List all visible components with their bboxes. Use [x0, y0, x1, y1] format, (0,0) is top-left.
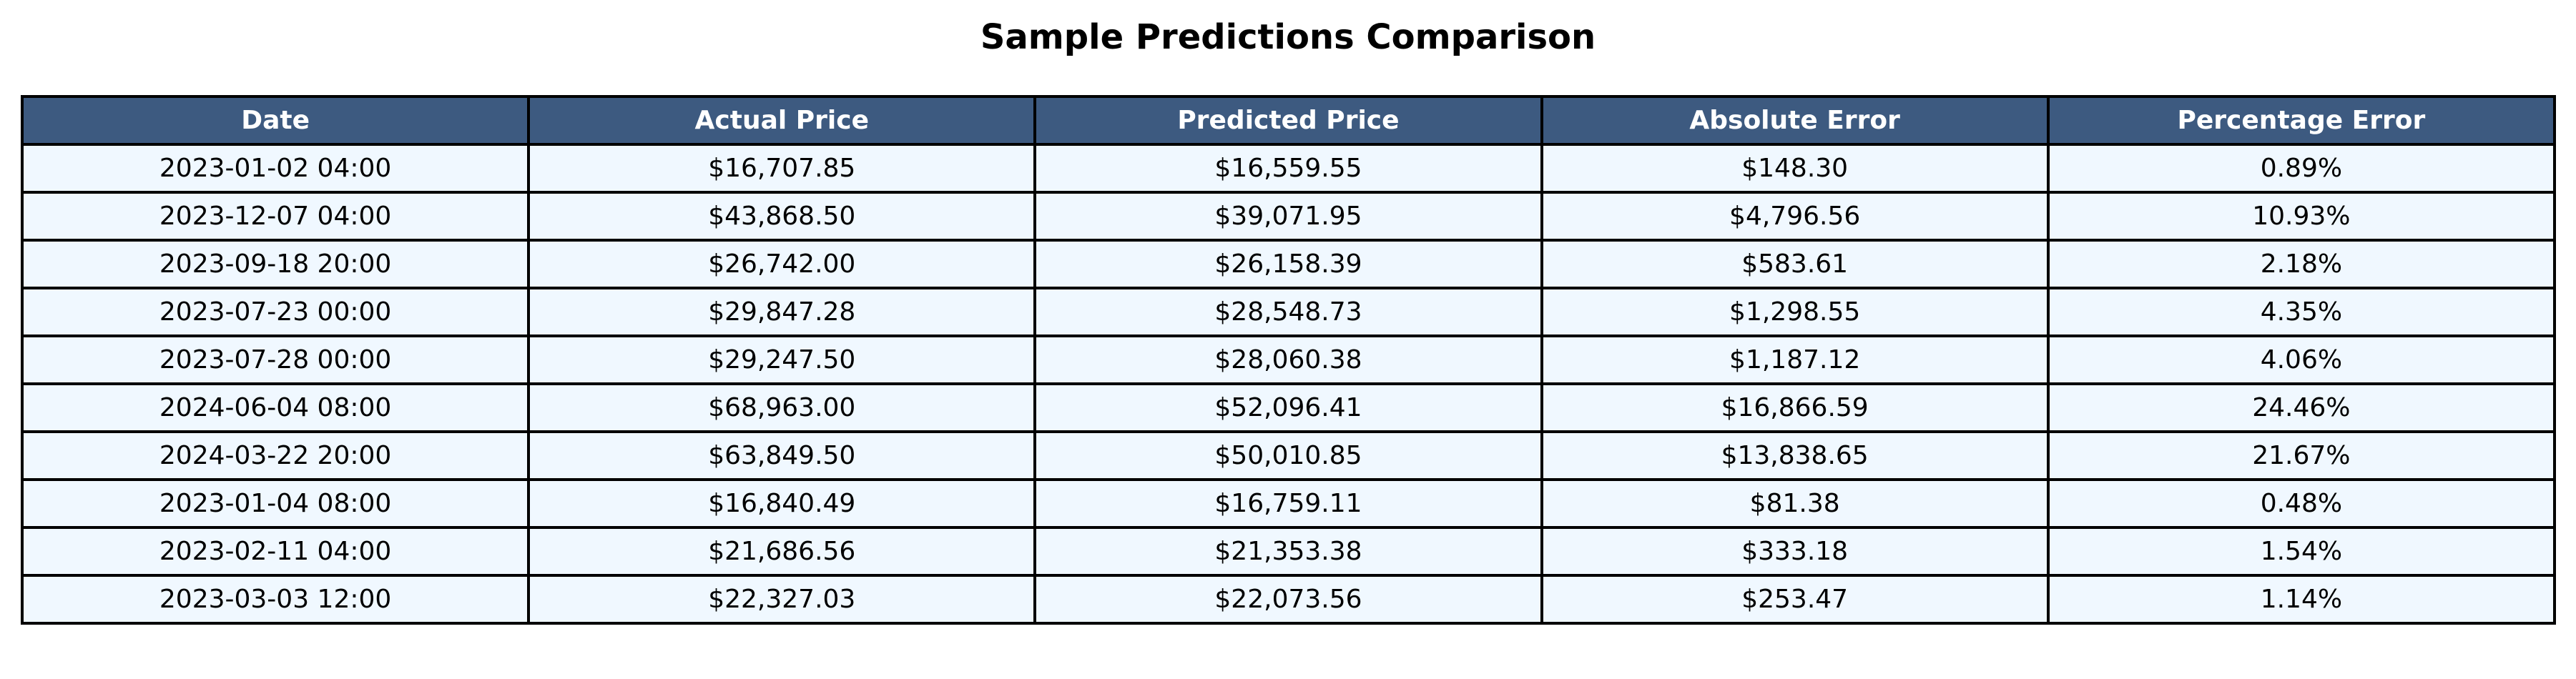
absolute-error-cell: $583.61 [1540, 239, 2050, 289]
table-body: 2023-01-02 04:00 $16,707.85 $16,559.55 $148… [20, 143, 2557, 625]
date-cell: 2024-06-04 08:00 [20, 382, 531, 433]
actual-price-cell: $29,247.50 [527, 334, 1037, 385]
predicted-price-cell: $16,559.55 [1033, 143, 1543, 194]
percentage-error-cell: 4.06% [2046, 334, 2557, 385]
date-cell: 2023-01-02 04:00 [20, 143, 531, 194]
absolute-error-cell: $4,796.56 [1540, 191, 2050, 242]
column-header-actual-price: Actual Price [527, 95, 1037, 146]
chart-title: Sample Predictions Comparison [980, 17, 1596, 57]
absolute-error-cell: $148.30 [1540, 143, 2050, 194]
predicted-price-cell: $16,759.11 [1033, 478, 1543, 529]
percentage-error-cell: 21.67% [2046, 430, 2557, 481]
actual-price-cell: $26,742.00 [527, 239, 1037, 289]
column-header-predicted-price: Predicted Price [1033, 95, 1543, 146]
column-header-date: Date [20, 95, 531, 146]
date-cell: 2024-03-22 20:00 [20, 430, 531, 481]
table-row: 2023-01-04 08:00 $16,840.49 $16,759.11 $81.… [20, 478, 2557, 529]
date-cell: 2023-09-18 20:00 [20, 239, 531, 289]
date-cell: 2023-01-04 08:00 [20, 478, 531, 529]
absolute-error-cell: $253.47 [1540, 574, 2050, 625]
percentage-error-cell: 0.48% [2046, 478, 2557, 529]
table-row: 2024-06-04 08:00 $68,963.00 $52,096.41 $16,… [20, 382, 2557, 433]
predicted-price-cell: $26,158.39 [1033, 239, 1543, 289]
date-cell: 2023-07-28 00:00 [20, 334, 531, 385]
predicted-price-cell: $39,071.95 [1033, 191, 1543, 242]
table-row: 2023-03-03 12:00 $22,327.03 $22,073.56 $253… [20, 574, 2557, 625]
predictions-table: Date Actual Price Predicted Price Absolu… [20, 95, 2557, 625]
percentage-error-cell: 4.35% [2046, 287, 2557, 337]
table-header-row: Date Actual Price Predicted Price Absolu… [20, 95, 2557, 146]
predicted-price-cell: $50,010.85 [1033, 430, 1543, 481]
predicted-price-cell: $52,096.41 [1033, 382, 1543, 433]
actual-price-cell: $22,327.03 [527, 574, 1037, 625]
actual-price-cell: $63,849.50 [527, 430, 1037, 481]
date-cell: 2023-03-03 12:00 [20, 574, 531, 625]
table-row: 2024-03-22 20:00 $63,849.50 $50,010.85 $13,… [20, 430, 2557, 481]
actual-price-cell: $43,868.50 [527, 191, 1037, 242]
absolute-error-cell: $16,866.59 [1540, 382, 2050, 433]
table-row: 2023-07-23 00:00 $29,847.28 $28,548.73 $1,2… [20, 287, 2557, 337]
table-row: 2023-12-07 04:00 $43,868.50 $39,071.95 $4,7… [20, 191, 2557, 242]
table-row: 2023-07-28 00:00 $29,247.50 $28,060.38 $1,1… [20, 334, 2557, 385]
predicted-price-cell: $28,060.38 [1033, 334, 1543, 385]
table-row: 2023-09-18 20:00 $26,742.00 $26,158.39 $583… [20, 239, 2557, 289]
actual-price-cell: $16,840.49 [527, 478, 1037, 529]
date-cell: 2023-07-23 00:00 [20, 287, 531, 337]
actual-price-cell: $68,963.00 [527, 382, 1037, 433]
absolute-error-cell: $13,838.65 [1540, 430, 2050, 481]
absolute-error-cell: $333.18 [1540, 526, 2050, 577]
percentage-error-cell: 1.54% [2046, 526, 2557, 577]
table-row: 2023-02-11 04:00 $21,686.56 $21,353.38 $333… [20, 526, 2557, 577]
predicted-price-cell: $21,353.38 [1033, 526, 1543, 577]
date-cell: 2023-02-11 04:00 [20, 526, 531, 577]
column-header-percentage-error: Percentage Error [2046, 95, 2557, 146]
predicted-price-cell: $22,073.56 [1033, 574, 1543, 625]
absolute-error-cell: $1,187.12 [1540, 334, 2050, 385]
absolute-error-cell: $81.38 [1540, 478, 2050, 529]
percentage-error-cell: 2.18% [2046, 239, 2557, 289]
date-cell: 2023-12-07 04:00 [20, 191, 531, 242]
table-row: 2023-01-02 04:00 $16,707.85 $16,559.55 $148… [20, 143, 2557, 194]
actual-price-cell: $21,686.56 [527, 526, 1037, 577]
column-header-absolute-error: Absolute Error [1540, 95, 2050, 146]
predicted-price-cell: $28,548.73 [1033, 287, 1543, 337]
actual-price-cell: $16,707.85 [527, 143, 1037, 194]
percentage-error-cell: 10.93% [2046, 191, 2557, 242]
percentage-error-cell: 24.46% [2046, 382, 2557, 433]
percentage-error-cell: 1.14% [2046, 574, 2557, 625]
actual-price-cell: $29,847.28 [527, 287, 1037, 337]
absolute-error-cell: $1,298.55 [1540, 287, 2050, 337]
percentage-error-cell: 0.89% [2046, 143, 2557, 194]
